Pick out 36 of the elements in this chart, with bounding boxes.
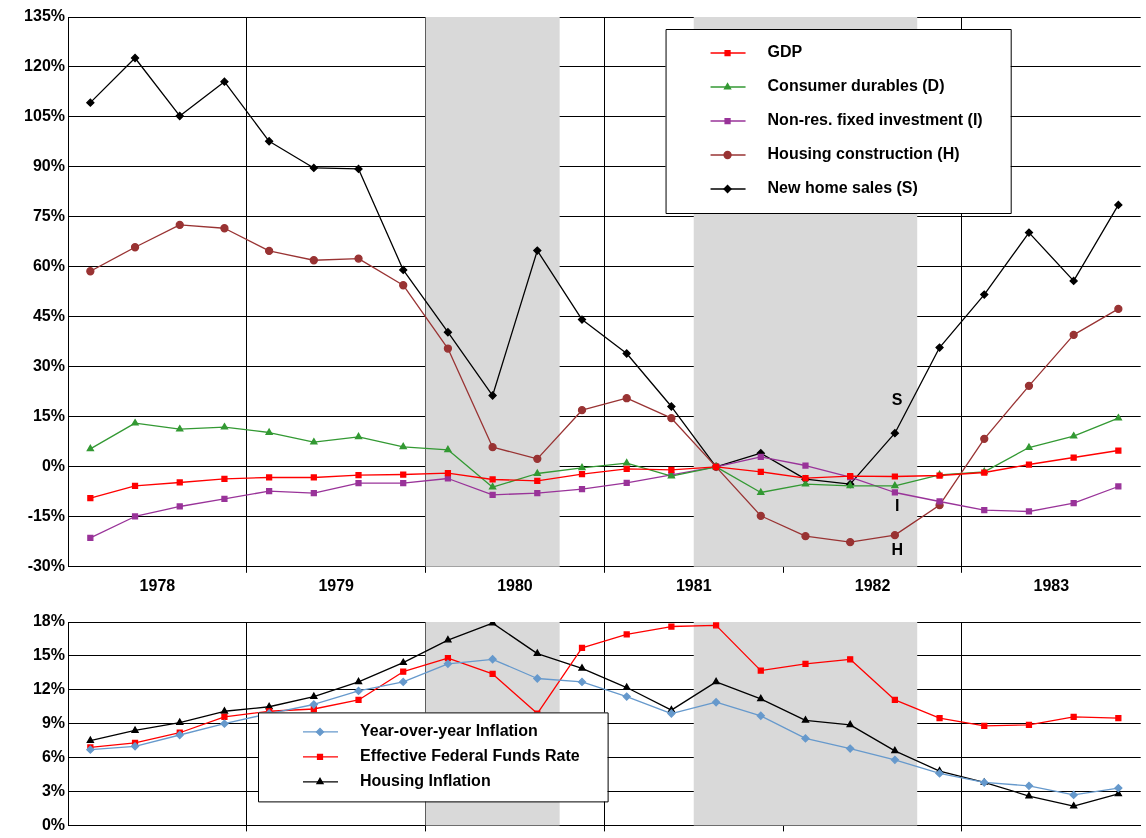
y-tick-label: 90% [32, 157, 65, 175]
legend-label: Housing construction (H) [767, 145, 960, 163]
legend-label: Year-over-year Inflation [360, 722, 538, 740]
y-tick-label: 0% [41, 815, 65, 833]
y-tick-label: -30% [27, 557, 65, 575]
y-tick-label: 120% [24, 57, 65, 75]
annotation: I [894, 496, 900, 514]
legend-label: Consumer durables (D) [767, 77, 945, 95]
legend-label: Non-res. fixed investment (I) [767, 111, 983, 129]
y-tick-label: -15% [27, 507, 65, 525]
y-tick-label: 12% [32, 680, 65, 698]
x-tick-label: 1979 [318, 576, 355, 594]
x-tick-label: 1978 [139, 576, 176, 594]
y-tick-label: 3% [41, 781, 65, 799]
x-tick-label: 1983 [1033, 576, 1070, 594]
legend-label: New home sales (S) [767, 179, 918, 197]
annotation: S [891, 391, 903, 409]
y-tick-label: 75% [32, 207, 65, 225]
legend-label: Housing Inflation [360, 772, 491, 790]
y-tick-label: 0% [41, 457, 65, 475]
y-tick-label: 15% [32, 407, 65, 425]
y-tick-label: 135% [24, 7, 65, 25]
y-tick-label: 30% [32, 357, 65, 375]
y-tick-label: 60% [32, 257, 65, 275]
y-tick-label: 15% [32, 646, 65, 664]
x-tick-label: 1981 [675, 576, 712, 594]
y-tick-label: 18% [32, 612, 65, 630]
y-tick-label: 105% [24, 107, 65, 125]
y-tick-label: 9% [41, 714, 65, 732]
y-tick-label: 6% [41, 748, 65, 766]
legend-label: Effective Federal Funds Rate [360, 747, 580, 765]
legend-label: GDP [767, 43, 803, 61]
x-tick-label: 1980 [497, 576, 533, 594]
y-tick-label: 45% [32, 307, 65, 325]
annotation: H [891, 540, 903, 558]
x-tick-label: 1982 [854, 576, 891, 594]
